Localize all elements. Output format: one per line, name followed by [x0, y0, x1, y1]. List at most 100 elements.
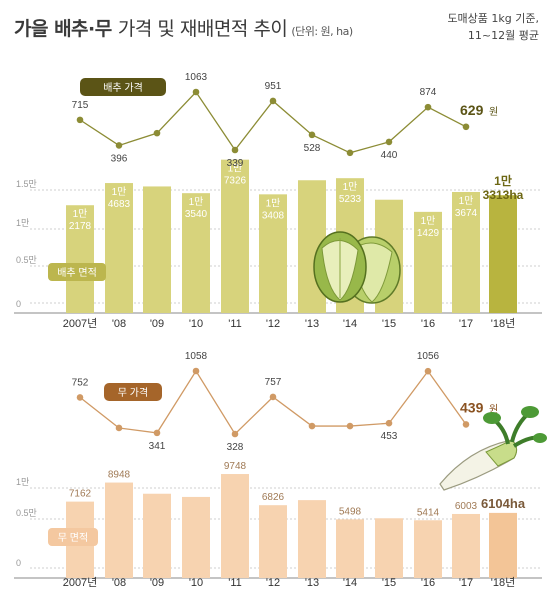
- cabbage-area-label-bottom: 7326: [224, 176, 247, 187]
- cabbage-category-label: '11: [228, 318, 242, 330]
- title-rest: 가격 및 재배면적 추이: [117, 18, 288, 40]
- cabbage-category-label: '14: [343, 318, 357, 330]
- cabbage-price-label: 396: [111, 153, 128, 164]
- cabbage-area-bar: [143, 186, 171, 313]
- cabbage-area-legend-label: 배추 면적: [57, 267, 97, 279]
- cabbage-price-last-value: 629: [460, 102, 484, 118]
- cabbage-y-tick-label: 0: [16, 299, 21, 309]
- cabbage-price-legend-label: 배추 가격: [103, 81, 143, 94]
- cabbage-area-label-top: 1만: [228, 163, 243, 175]
- radish-area-bar: [105, 482, 133, 578]
- radish-price-label: 1056: [417, 351, 440, 362]
- cabbage-category-label: '10: [189, 318, 203, 330]
- cabbage-area-label-top: 1만: [459, 195, 474, 207]
- radish-area-legend-pill: [48, 528, 98, 546]
- radish-category-label: '14: [343, 577, 357, 589]
- radish-y-tick-label: 0: [16, 558, 21, 568]
- cabbage-price-label: 951: [265, 81, 282, 92]
- radish-area-label: 5498: [339, 506, 362, 517]
- cabbage-area-legend-pill: [48, 263, 106, 281]
- cabbage-category-label: '09: [150, 318, 164, 330]
- radish-price-point: [462, 421, 470, 428]
- cabbage-area-label-top: 1만: [494, 173, 512, 188]
- cabbage-price-point: [192, 88, 200, 96]
- cabbage-price-label: 1063: [185, 72, 208, 83]
- radish-area-label: 8948: [108, 470, 131, 481]
- cabbage-price-label: 440: [381, 150, 398, 161]
- radish-price-label: 757: [265, 377, 282, 388]
- cabbage-y-tick-label: 0.5만: [16, 255, 37, 265]
- cabbage-area-label-bottom: 5233: [339, 194, 362, 205]
- radish-area-label: 7162: [69, 489, 92, 500]
- cabbage-price-point: [385, 138, 393, 146]
- cabbage-y-tick-label: 1만: [16, 218, 29, 228]
- cabbage-area-label-bottom: 3540: [185, 209, 208, 220]
- radish-price-point: [346, 422, 354, 430]
- radish-area-legend-label: 무 면적: [58, 532, 88, 544]
- note-line-1: 도매상품 1kg 기준,: [447, 12, 539, 25]
- radish-price-point: [76, 394, 84, 401]
- cabbage-category-label: 2007년: [63, 317, 98, 330]
- cabbage-area-label-bottom: 3408: [262, 210, 285, 221]
- cabbage-price-label: 715: [72, 100, 89, 111]
- radish-price-point: [192, 367, 200, 375]
- radish-y-tick-label: 1만: [16, 477, 29, 487]
- radish-area-bar: [143, 493, 171, 578]
- radish-price-point: [115, 424, 123, 432]
- cabbage-area-bar: [221, 159, 249, 313]
- cabbage-area-bar: [452, 191, 480, 313]
- radish-price-last-value: 439: [460, 399, 484, 415]
- radish-area-label: 9748: [224, 461, 247, 472]
- cabbage-price-point: [346, 149, 354, 157]
- radish-price-point: [385, 419, 393, 427]
- cabbage-price-point: [462, 123, 470, 131]
- cabbage-price-point: [269, 97, 277, 105]
- cabbage-area-label-bottom: 1429: [417, 228, 440, 239]
- cabbage-category-label: '16: [421, 318, 435, 330]
- radish-category-label: '08: [112, 577, 126, 589]
- cabbage-area-bar: [105, 183, 133, 313]
- cabbage-y-tick-label: 1.5만: [16, 179, 37, 189]
- cabbage-area-bar: [414, 211, 442, 313]
- cabbage-price-point: [231, 146, 239, 154]
- cabbage-area-label-top: 1만: [421, 215, 436, 227]
- radish-price-point: [269, 393, 277, 401]
- cabbage-price-point: [115, 142, 123, 149]
- radish-area-bar: [375, 518, 403, 578]
- radish-area-bar: [336, 519, 364, 578]
- cabbage-area-label-bottom: 3313ha: [483, 188, 524, 202]
- cabbage-price-label: 528: [304, 143, 321, 154]
- radish-category-label: '16: [421, 577, 435, 589]
- radish-area-bar: [298, 500, 326, 578]
- cabbage-area-label-top: 1만: [266, 197, 281, 209]
- radish-category-label: '09: [150, 577, 164, 589]
- radish-area-bar: [489, 512, 517, 578]
- cabbage-area-label-top: 1만: [73, 208, 88, 220]
- radish-y-tick-label: 0.5만: [16, 508, 37, 518]
- radish-price-last-unit: 원: [489, 403, 498, 415]
- radish-area-label: 6826: [262, 492, 285, 503]
- cabbage-area-label-top: 1만: [343, 181, 358, 193]
- cabbage-price-legend-pill: [80, 78, 166, 96]
- radish-category-label: '18년: [491, 576, 515, 589]
- radish-price-point: [231, 430, 239, 438]
- page-title: 가을 배추·무 가격 및 재배면적 추이 (단위: 원, ha): [14, 14, 353, 41]
- radish-area-label: 5414: [417, 507, 440, 518]
- cabbage-area-label-bottom: 3674: [455, 208, 478, 219]
- cabbage-price-point: [76, 116, 84, 124]
- radish-icon: [439, 406, 547, 491]
- cabbage-category-label: '17: [459, 318, 473, 330]
- radish-category-label: '13: [305, 577, 319, 589]
- radish-category-label: '15: [382, 577, 396, 589]
- radish-price-label: 328: [227, 442, 244, 453]
- cabbage-area-label-bottom: 2178: [69, 221, 92, 232]
- radish-area-label: 6104ha: [481, 496, 526, 511]
- radish-price-label: 1058: [185, 351, 208, 362]
- radish-price-label: 453: [381, 431, 398, 442]
- cabbage-icon: [313, 231, 401, 304]
- cabbage-category-label: '15: [382, 318, 396, 330]
- source-note: 도매상품 1kg 기준, 11~12월 평균: [447, 10, 539, 44]
- cabbage-price-point: [424, 103, 432, 111]
- note-line-2: 11~12월 평균: [467, 29, 539, 42]
- radish-area-label: 6003: [455, 501, 478, 512]
